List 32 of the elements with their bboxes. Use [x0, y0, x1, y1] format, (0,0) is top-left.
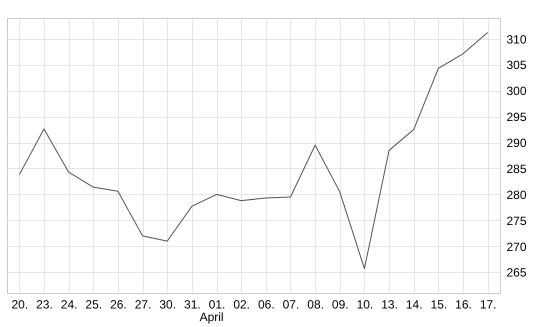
y-tick-label: 265	[506, 266, 527, 280]
y-tick-label: 270	[506, 240, 527, 254]
y-tick-label: 300	[506, 84, 527, 98]
x-tick-label: 17.	[480, 298, 497, 312]
x-tick-label: 14.	[406, 298, 423, 312]
x-tick-label: 26.	[110, 298, 127, 312]
y-tick-label: 305	[506, 58, 527, 72]
x-tick-label: 06.	[258, 298, 275, 312]
x-tick-label: 07.	[282, 298, 300, 312]
x-tick-label: 25.	[85, 298, 102, 312]
y-tick-label: 275	[506, 214, 527, 228]
x-tick-label: 23.	[36, 298, 53, 312]
x-tick-label: 13.	[381, 298, 398, 312]
x-tick-label: 20.	[11, 298, 28, 312]
y-tick-label: 285	[506, 162, 527, 176]
line-series	[18, 32, 488, 270]
x-tick-label: 09.	[332, 298, 349, 312]
x-tick-label: 01.	[208, 298, 226, 312]
x-tick-label: 10.	[356, 298, 374, 312]
y-tick-label: 290	[506, 136, 527, 150]
x-tick-label: 30.	[159, 298, 176, 312]
text: April	[200, 310, 224, 324]
x-tick-label: 24.	[60, 298, 78, 312]
x-tick-label: 27.	[134, 298, 152, 312]
x-tick-label: 15.	[430, 298, 448, 312]
y-tick-label: 295	[506, 110, 527, 124]
x-tick-label: 02.	[233, 298, 250, 312]
x-tick-label: 16.	[455, 298, 472, 312]
x-tick-label: 31.	[184, 298, 201, 312]
x-tick-label: 08.	[307, 298, 324, 312]
y-tick-label: 280	[506, 188, 527, 202]
y-tick-label: 310	[506, 32, 527, 46]
